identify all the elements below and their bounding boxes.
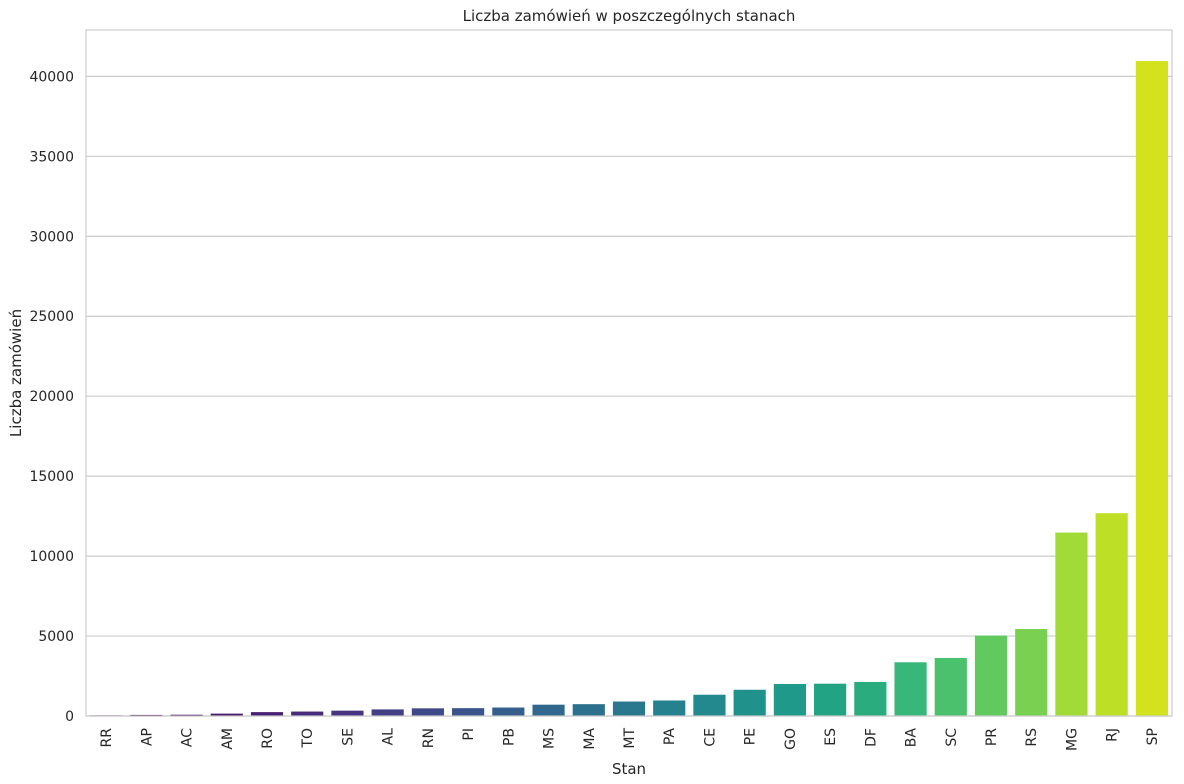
y-tick-label: 0: [65, 709, 74, 725]
x-tick-label: CE: [702, 728, 718, 747]
plot-frame: [85, 29, 1173, 717]
bar-pe: [733, 689, 766, 716]
x-tick-label: ES: [823, 728, 839, 746]
bar-rs: [1015, 629, 1048, 716]
x-tick-label: AC: [180, 728, 196, 747]
x-tick-label: PR: [984, 728, 1000, 746]
bar-am: [210, 713, 243, 716]
x-tick-labels: RR AP AC AM RO TO SE AL RN PI PB MS MA MT PA CE PE GO ES DF…: [99, 728, 1161, 751]
y-tick-label: 20000: [29, 389, 74, 405]
bar-se: [331, 710, 364, 716]
x-tick-label: SC: [944, 728, 960, 747]
x-tick-label: GO: [783, 728, 799, 750]
x-tick-label: TO: [300, 728, 316, 749]
x-tick-label: MG: [1064, 728, 1080, 751]
x-tick-label: PA: [662, 728, 678, 746]
bar-mt: [612, 701, 646, 716]
x-tick-label: BA: [904, 728, 920, 748]
gridlines: [86, 75, 1172, 717]
bar-pr: [974, 635, 1008, 716]
chart-title: Liczba zamówień w poszczególnych stanach: [463, 7, 796, 25]
x-tick-label: PI: [461, 728, 477, 741]
y-tick-label: 15000: [29, 469, 74, 485]
y-tick-label: 40000: [29, 69, 74, 85]
bar-go: [773, 684, 806, 716]
bar-pi: [452, 708, 485, 716]
bar-df: [854, 681, 887, 716]
bar-pa: [653, 700, 686, 716]
bar-rj: [1095, 513, 1128, 716]
y-tick-label: 10000: [29, 549, 74, 565]
y-tick-labels: 0 5000 10000 15000 20000 25000 30000 35000 40000: [29, 69, 74, 725]
bar-sc: [934, 657, 967, 716]
x-tick-label: MT: [622, 728, 638, 749]
x-tick-label: SP: [1145, 728, 1161, 745]
bar-sp: [1135, 61, 1168, 716]
bar-ac: [170, 714, 203, 716]
y-tick-label: 35000: [29, 149, 74, 165]
bar-ms: [532, 704, 565, 716]
x-tick-label: DF: [863, 728, 879, 747]
bar-to: [291, 711, 324, 716]
x-tick-label: RJ: [1105, 728, 1121, 742]
x-tick-label: AM: [220, 728, 236, 750]
y-tick-label: 5000: [38, 629, 74, 645]
bar-ma: [572, 704, 605, 716]
x-tick-label: SE: [340, 728, 356, 746]
y-axis-label: Liczba zamówień: [7, 309, 25, 437]
y-tick-label: 25000: [29, 309, 74, 325]
bars: [90, 61, 1168, 716]
x-tick-label: PE: [743, 728, 759, 745]
x-tick-label: RS: [1024, 728, 1040, 747]
x-tick-label: RR: [99, 728, 115, 748]
bar-mg: [1055, 532, 1088, 716]
bar-ro: [250, 712, 284, 716]
x-tick-label: MS: [542, 728, 558, 749]
y-tick-label: 30000: [29, 229, 74, 245]
x-tick-label: AL: [381, 728, 397, 746]
x-tick-label: PB: [501, 728, 517, 746]
bar-ce: [693, 694, 726, 716]
x-tick-label: RO: [260, 728, 276, 749]
bar-pb: [492, 707, 525, 716]
x-tick-label: MA: [582, 728, 598, 750]
bar-al: [371, 709, 404, 716]
bar-ba: [894, 662, 927, 716]
x-tick-label: AP: [139, 728, 155, 746]
bar-rn: [411, 708, 444, 716]
bar-es: [814, 683, 847, 716]
x-axis-label: Stan: [612, 760, 646, 778]
x-tick-label: RN: [421, 728, 437, 748]
